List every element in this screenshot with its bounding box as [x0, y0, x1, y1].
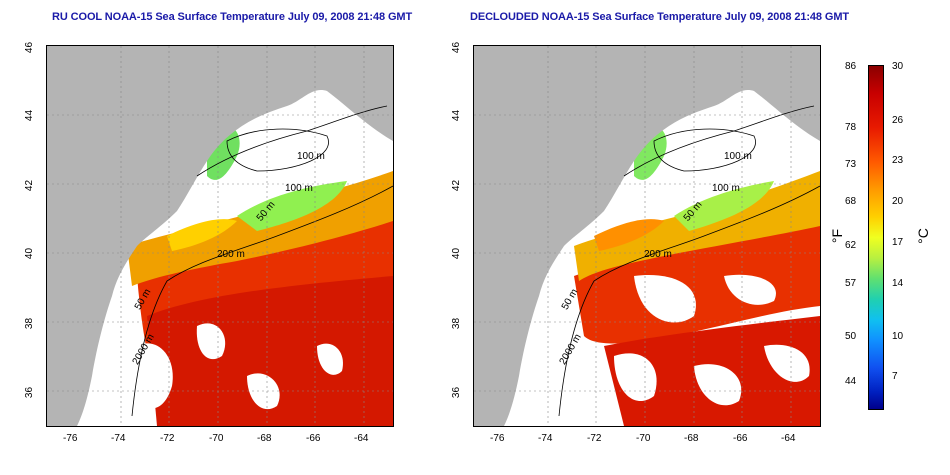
- colorbar-f-label: 78: [845, 122, 857, 133]
- sst-nearshore-right: [594, 219, 664, 251]
- colorbar-c-label: 10: [892, 331, 904, 342]
- colorbar-c-label: 30: [892, 61, 904, 72]
- sst-nearshore-left: [167, 219, 237, 251]
- y-tick: 44: [451, 109, 463, 122]
- colorbar-c-label: 7: [892, 371, 898, 382]
- sst-map-left: [47, 46, 393, 426]
- contour-label: 200 m: [644, 249, 672, 260]
- title-right: DECLOUDED NOAA-15 Sea Surface Temperatur…: [470, 11, 850, 23]
- map-panel-right[interactable]: 100 m 100 m 50 m 200 m 50 m 2000 m: [473, 45, 821, 427]
- graticule-right: [474, 46, 820, 426]
- cloud-right-5: [764, 344, 810, 382]
- y-tick: 38: [451, 317, 463, 330]
- x-tick: -72: [587, 433, 602, 444]
- contour-label: 100 m: [285, 183, 313, 194]
- colorbar-f-label: 86: [845, 61, 857, 72]
- colorbar: [868, 65, 884, 410]
- sst-georges-left: [237, 181, 347, 231]
- colorbar-c-label: 14: [892, 278, 904, 289]
- contour-gom-right: [653, 128, 756, 172]
- sst-georges-right: [674, 181, 774, 231]
- cloud-left-1: [137, 343, 173, 409]
- sst-warm-core-left: [147, 276, 393, 426]
- cloud-right-1: [634, 275, 696, 323]
- colorbar-f-label: 73: [845, 159, 857, 170]
- y-tick: 42: [24, 179, 36, 192]
- x-tick: -72: [160, 433, 175, 444]
- x-tick: -76: [63, 433, 78, 444]
- colorbar-c-label: 26: [892, 115, 904, 126]
- x-tick: -70: [636, 433, 651, 444]
- unit-fahrenheit: °F: [829, 228, 846, 244]
- cloud-right-3: [614, 353, 657, 402]
- x-tick: -74: [111, 433, 126, 444]
- x-tick: -66: [306, 433, 321, 444]
- colorbar-f-label: 57: [845, 278, 857, 289]
- y-tick: 46: [451, 41, 463, 54]
- sst-map-right: [474, 46, 820, 426]
- sst-gulfstream-right: [574, 221, 820, 344]
- y-tick: 36: [451, 386, 463, 399]
- title-left: RU COOL NOAA-15 Sea Surface Temperature …: [52, 11, 413, 23]
- colorbar-f-label: 44: [845, 376, 857, 387]
- x-tick: -68: [684, 433, 699, 444]
- map-panel-left[interactable]: 100 m 100 m 50 m 200 m 50 m 2000 m: [46, 45, 394, 427]
- colorbar-f-label: 62: [845, 240, 857, 251]
- x-tick: -70: [209, 433, 224, 444]
- y-tick: 36: [24, 386, 36, 399]
- contour-label: 100 m: [712, 183, 740, 194]
- contour-label: 100 m: [297, 151, 325, 162]
- y-tick: 46: [24, 41, 36, 54]
- x-tick: -64: [781, 433, 796, 444]
- cloud-right-2: [724, 274, 776, 305]
- graticule-left: [47, 46, 393, 426]
- colorbar-c-label: 23: [892, 155, 904, 166]
- colorbar-f-label: 68: [845, 196, 857, 207]
- land-left: [47, 46, 393, 426]
- colorbar-c-label: 20: [892, 196, 904, 207]
- land-right: [474, 46, 820, 426]
- contour-label: 200 m: [217, 249, 245, 260]
- x-tick: -76: [490, 433, 505, 444]
- y-tick: 38: [24, 317, 36, 330]
- y-tick: 40: [24, 247, 36, 260]
- x-tick: -64: [354, 433, 369, 444]
- colorbar-f-label: 50: [845, 331, 857, 342]
- cloud-left-4: [317, 343, 343, 375]
- colorbar-c-label: 17: [892, 237, 904, 248]
- unit-celsius: °C: [914, 228, 931, 244]
- x-tick: -74: [538, 433, 553, 444]
- x-tick: -66: [733, 433, 748, 444]
- x-tick: -68: [257, 433, 272, 444]
- contour-label: 100 m: [724, 151, 752, 162]
- contour-gom-left: [226, 128, 329, 172]
- y-tick: 42: [451, 179, 463, 192]
- y-tick: 40: [451, 247, 463, 260]
- cloud-right-4: [694, 364, 742, 406]
- y-tick: 44: [24, 109, 36, 122]
